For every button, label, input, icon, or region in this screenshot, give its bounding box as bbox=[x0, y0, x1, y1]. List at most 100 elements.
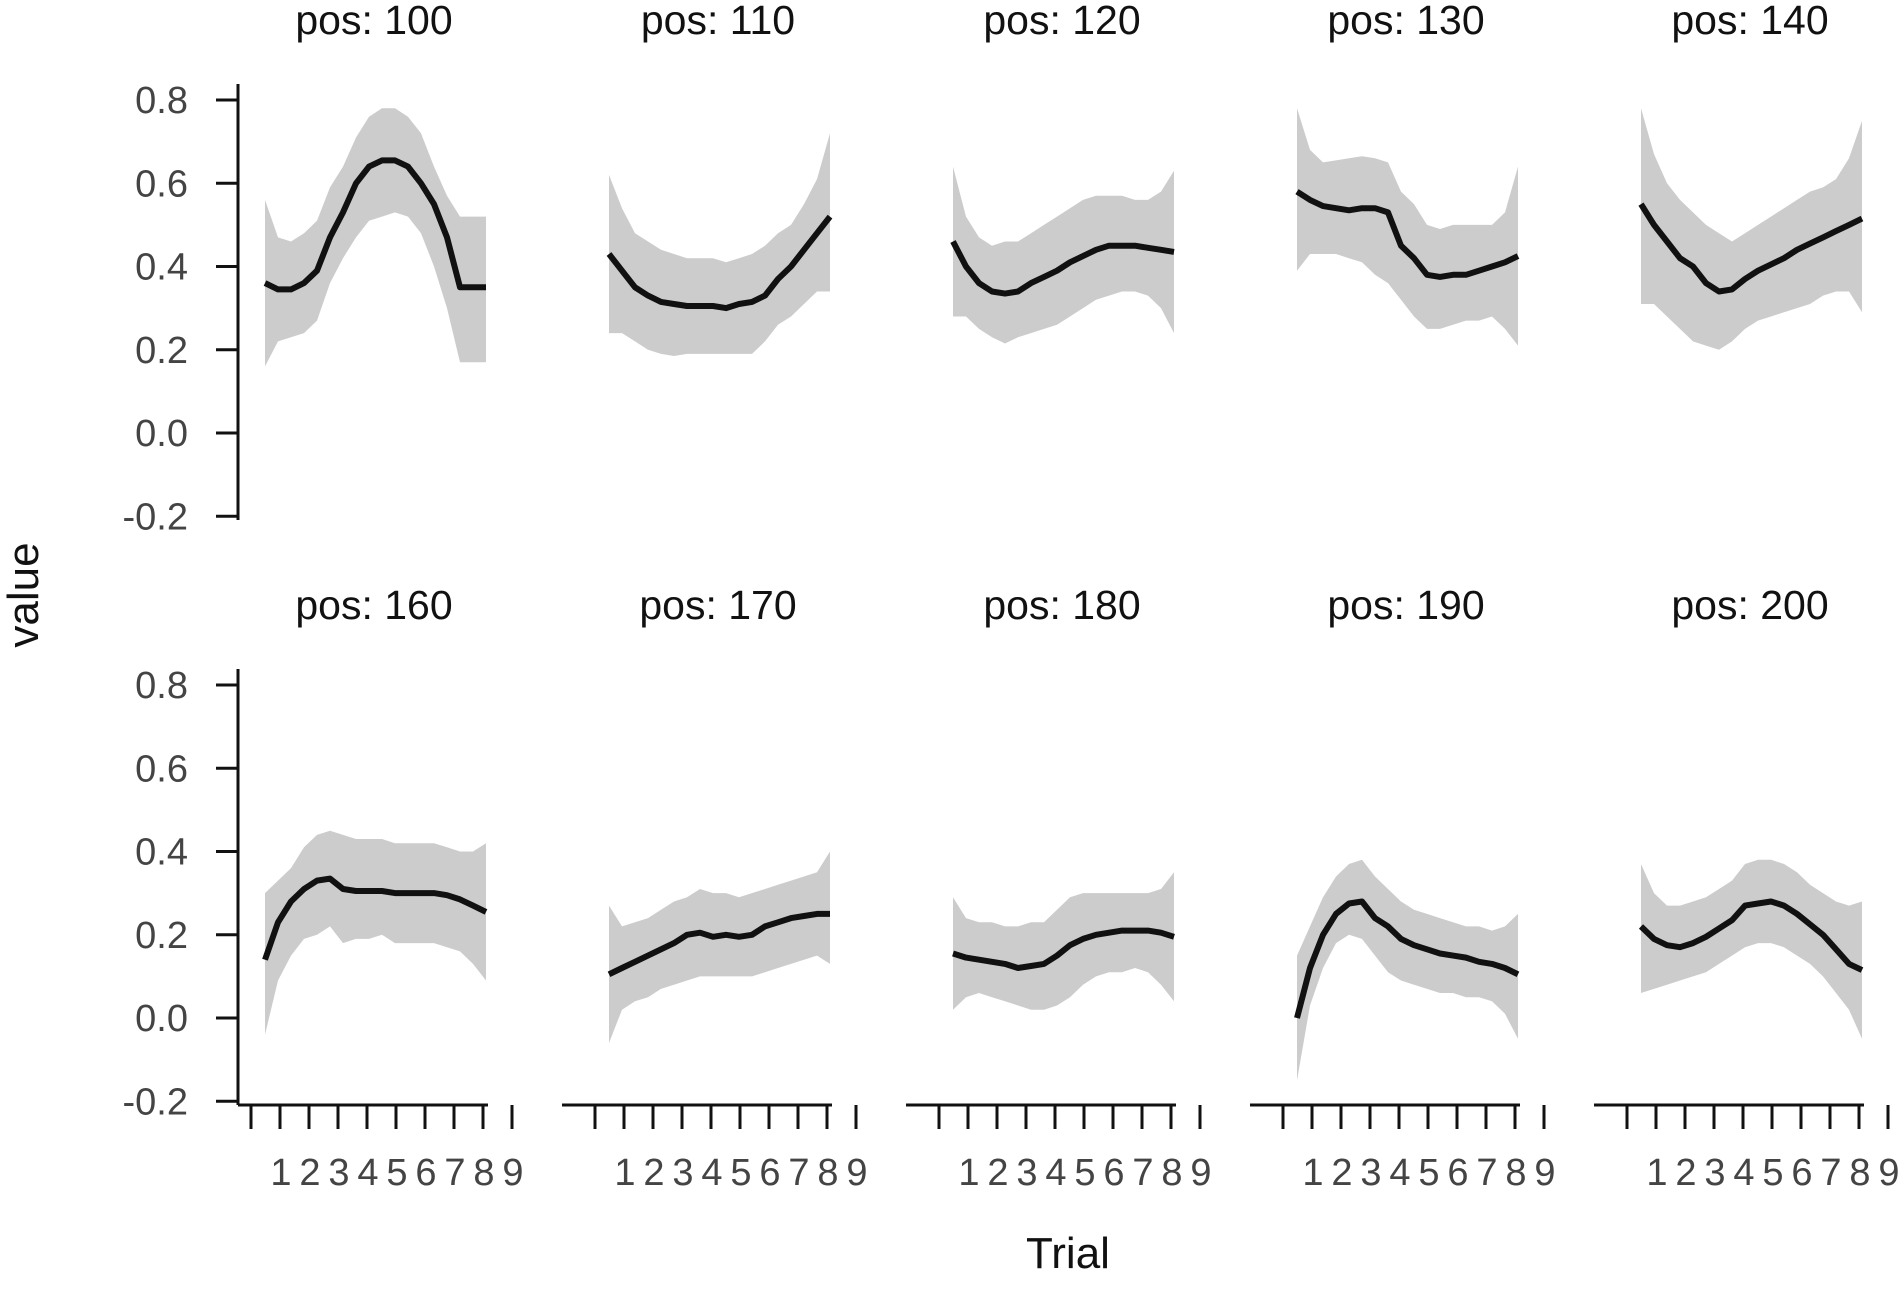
x-tick-label: 8 bbox=[1849, 1152, 1870, 1194]
x-tick-label: 7 bbox=[1820, 1152, 1841, 1194]
confidence-band bbox=[265, 108, 486, 367]
y-tick-label: 0.0 bbox=[135, 998, 188, 1040]
y-tick-label: 0.4 bbox=[135, 832, 188, 874]
x-tick-label: 9 bbox=[846, 1152, 867, 1194]
y-axis-title: value bbox=[0, 542, 48, 647]
x-tick-label: 7 bbox=[444, 1152, 465, 1194]
facet-title: pos: 100 bbox=[295, 0, 452, 43]
smooth-line bbox=[263, 157, 486, 293]
x-tick-label: 6 bbox=[1447, 1152, 1468, 1194]
smooth-line bbox=[952, 927, 1175, 971]
facet-title: pos: 130 bbox=[1327, 0, 1484, 43]
y-tick-label: 0.6 bbox=[135, 163, 188, 205]
x-tick-label: 4 bbox=[701, 1152, 722, 1194]
x-tick-label: 4 bbox=[1389, 1152, 1410, 1194]
facet-panel: pos: 180 bbox=[952, 582, 1175, 1010]
facet-title: pos: 110 bbox=[641, 0, 795, 43]
x-tick-label: 2 bbox=[299, 1152, 320, 1194]
x-tick-label: 2 bbox=[1675, 1152, 1696, 1194]
smooth-line bbox=[1638, 898, 1864, 973]
smooth-line bbox=[1295, 189, 1520, 280]
facet-title: pos: 170 bbox=[639, 582, 796, 628]
y-axis: -0.2 0.0 0.2 0.4 0.6 0.8 bbox=[123, 665, 240, 1123]
facet-title: pos: 180 bbox=[983, 582, 1140, 628]
confidence-band bbox=[609, 133, 830, 356]
x-tick-label: 1 bbox=[270, 1152, 291, 1194]
y-tick-label: -0.2 bbox=[123, 496, 188, 538]
y-tick-label: -0.2 bbox=[123, 1081, 188, 1123]
x-tick-label: 9 bbox=[1878, 1152, 1899, 1194]
x-tick-label: 3 bbox=[672, 1152, 693, 1194]
x-tick-label: 5 bbox=[730, 1152, 751, 1194]
confidence-band bbox=[1641, 108, 1862, 350]
x-tick-label: 3 bbox=[1016, 1152, 1037, 1194]
facet-title: pos: 120 bbox=[983, 0, 1140, 43]
x-tick-label: 3 bbox=[328, 1152, 349, 1194]
confidence-band bbox=[1641, 859, 1862, 1039]
x-tick-label: 1 bbox=[1646, 1152, 1667, 1194]
x-tick-label: 3 bbox=[1360, 1152, 1381, 1194]
smooth-line bbox=[1638, 202, 1864, 295]
x-tick-label: 1 bbox=[1302, 1152, 1323, 1194]
smooth-line bbox=[262, 875, 488, 961]
x-tick-label: 8 bbox=[817, 1152, 838, 1194]
x-tick-label: 6 bbox=[1103, 1152, 1124, 1194]
confidence-band bbox=[609, 851, 830, 1043]
x-tick-label: 2 bbox=[643, 1152, 664, 1194]
y-tick-label: 0.2 bbox=[135, 915, 188, 957]
facet-panel: pos: 200 bbox=[1638, 582, 1864, 1039]
facet-title: pos: 200 bbox=[1671, 582, 1828, 628]
x-tick-label: 8 bbox=[1161, 1152, 1182, 1194]
x-tick-label: 8 bbox=[473, 1152, 494, 1194]
x-tick-label: 1 bbox=[958, 1152, 979, 1194]
y-tick-label: 0.8 bbox=[135, 665, 188, 707]
y-axis: -0.2 0.0 0.2 0.4 0.6 0.8 bbox=[123, 80, 240, 538]
confidence-band bbox=[953, 872, 1174, 1010]
facet-title: pos: 140 bbox=[1671, 0, 1828, 43]
x-tick-label: 2 bbox=[1331, 1152, 1352, 1194]
smooth-line bbox=[607, 910, 830, 977]
y-tick-label: 0.2 bbox=[135, 330, 188, 372]
x-tick-label: 5 bbox=[1074, 1152, 1095, 1194]
x-tick-label: 5 bbox=[386, 1152, 407, 1194]
x-tick-label: 6 bbox=[415, 1152, 436, 1194]
facet-panel: pos: 140 bbox=[1638, 0, 1864, 350]
x-tick-label: 7 bbox=[1476, 1152, 1497, 1194]
facet-panel: pos: 190 bbox=[1294, 582, 1520, 1081]
smooth-line bbox=[1294, 898, 1520, 1019]
x-tick-label: 6 bbox=[759, 1152, 780, 1194]
x-tick-label: 4 bbox=[1045, 1152, 1066, 1194]
confidence-band bbox=[953, 166, 1174, 344]
smooth-line bbox=[606, 214, 833, 312]
x-tick-label: 9 bbox=[502, 1152, 523, 1194]
x-tick-label: 2 bbox=[987, 1152, 1008, 1194]
facet-panel: pos: 170 bbox=[607, 582, 830, 1043]
facet-title: pos: 160 bbox=[295, 582, 452, 628]
axes-layer: -0.20.00.20.40.60.8-0.20.00.20.40.60.81 2… bbox=[123, 80, 1900, 1194]
confidence-band bbox=[1297, 859, 1518, 1081]
x-tick-label: 5 bbox=[1762, 1152, 1783, 1194]
x-tick-label: 4 bbox=[357, 1152, 378, 1194]
y-tick-label: 0.4 bbox=[135, 247, 188, 289]
x-axis-title: Trial bbox=[1026, 1229, 1110, 1278]
confidence-band bbox=[1297, 108, 1518, 346]
confidence-band bbox=[265, 830, 486, 1035]
x-tick-label: 8 bbox=[1505, 1152, 1526, 1194]
x-tick-label: 6 bbox=[1791, 1152, 1812, 1194]
x-tick-label: 1 bbox=[614, 1152, 635, 1194]
facet-title: pos: 190 bbox=[1327, 582, 1484, 628]
x-tick-label: 4 bbox=[1733, 1152, 1754, 1194]
smooth-line bbox=[950, 240, 1175, 297]
x-tick-label: 9 bbox=[1190, 1152, 1211, 1194]
facet-panel: pos: 160 bbox=[262, 582, 488, 1035]
y-tick-label: 0.0 bbox=[135, 413, 188, 455]
panels-layer: pos: 100 pos: 110 pos: 120 pos: 130 pos: 140… bbox=[262, 0, 1864, 1081]
y-tick-label: 0.6 bbox=[135, 748, 188, 790]
